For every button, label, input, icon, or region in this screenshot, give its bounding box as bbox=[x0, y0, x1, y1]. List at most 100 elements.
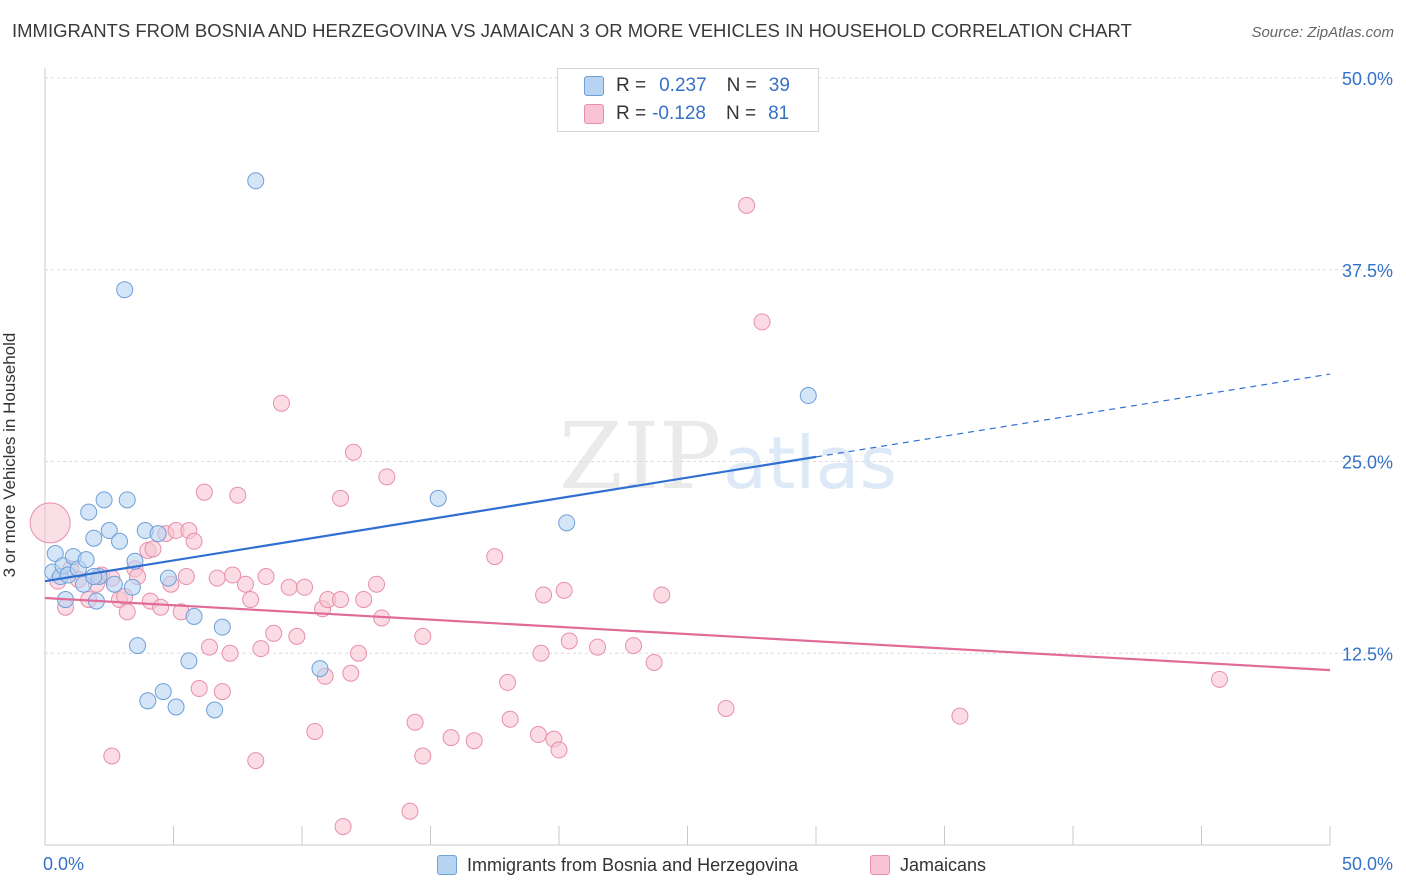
jamaicans-point bbox=[190, 680, 208, 698]
series-legend-jamaicans: Jamaicans bbox=[870, 852, 986, 878]
jamaicans-point bbox=[29, 502, 71, 544]
jamaicans-point bbox=[368, 575, 386, 593]
y-tick-label: 50.0% bbox=[1342, 69, 1393, 89]
jamaicans-point bbox=[177, 568, 195, 586]
series-name-jamaicans: Jamaicans bbox=[900, 854, 987, 875]
jamaicans-point bbox=[280, 578, 298, 596]
jamaicans-point bbox=[257, 568, 275, 586]
jamaicans-point bbox=[529, 726, 547, 744]
bosnia-point bbox=[123, 578, 141, 596]
bosnia-trend-line bbox=[44, 455, 817, 583]
jamaicans-point bbox=[236, 575, 254, 593]
jamaicans-point bbox=[144, 540, 162, 558]
jamaicans-point bbox=[406, 713, 424, 731]
jamaicans-point bbox=[355, 591, 373, 609]
bosnia-point bbox=[129, 637, 147, 655]
jamaicans-point bbox=[118, 603, 136, 621]
jamaicans-point bbox=[247, 752, 265, 770]
bosnia-point bbox=[46, 545, 64, 563]
bosnia-point bbox=[139, 692, 157, 710]
jamaicans-point bbox=[555, 581, 573, 599]
series-swatch-blue bbox=[437, 855, 457, 875]
jamaicans-point bbox=[501, 710, 519, 728]
jamaicans-point bbox=[645, 653, 663, 671]
bosnia-point bbox=[118, 491, 136, 509]
jamaicans-point bbox=[401, 802, 419, 820]
legend-row-bosnia: R = 0.237 N = 39 bbox=[558, 73, 790, 99]
jamaicans-point bbox=[272, 394, 290, 412]
jamaicans-point bbox=[344, 443, 362, 461]
y-tick-label: 25.0% bbox=[1342, 453, 1393, 473]
jamaicans-point bbox=[589, 638, 607, 656]
chart-title: IMMIGRANTS FROM BOSNIA AND HERZEGOVINA V… bbox=[12, 20, 1132, 41]
bosnia-point bbox=[167, 698, 185, 716]
jamaicans-point bbox=[103, 747, 121, 765]
bosnia-point bbox=[85, 529, 103, 547]
jamaicans-point bbox=[414, 627, 432, 645]
jamaicans-trend-line bbox=[44, 596, 1331, 672]
bosnia-point bbox=[77, 551, 95, 569]
bosnia-point bbox=[213, 618, 231, 636]
jamaicans-point bbox=[625, 637, 643, 655]
series-swatch-pink bbox=[870, 855, 890, 875]
jamaicans-point bbox=[486, 548, 504, 566]
jamaicans-point bbox=[221, 644, 239, 662]
bosnia-point bbox=[558, 514, 576, 532]
jamaicans-point bbox=[296, 578, 314, 596]
jamaicans-point bbox=[224, 566, 242, 584]
legend-r-value: -0.128 bbox=[652, 103, 706, 124]
tick-labels: 12.5% 25.0% 37.5% 50.0% 0.0% 50.0% bbox=[43, 69, 1393, 874]
jamaicans-point bbox=[717, 699, 735, 717]
bosnia-point bbox=[185, 607, 203, 625]
bosnia-point bbox=[154, 683, 172, 701]
x-tick-label: 50.0% bbox=[1342, 854, 1393, 874]
bosnia-point bbox=[111, 532, 129, 550]
x-tick-label: 0.0% bbox=[43, 854, 84, 874]
trend-lines bbox=[44, 373, 1331, 672]
series-name-bosnia: Immigrants from Bosnia and Herzegovina bbox=[467, 854, 799, 875]
jamaicans-point bbox=[342, 664, 360, 682]
jamaicans-point bbox=[951, 707, 969, 725]
bosnia-point bbox=[116, 281, 134, 299]
legend-r-label: R = bbox=[616, 75, 647, 96]
bosnia-point bbox=[95, 491, 113, 509]
watermark-atlas: atlas bbox=[723, 421, 897, 505]
legend-swatch-blue bbox=[584, 76, 604, 96]
bosnia-point bbox=[799, 387, 817, 405]
bosnia-point bbox=[429, 489, 447, 507]
bosnia-point bbox=[100, 522, 118, 540]
legend-row-jamaicans: R = -0.128 N = 81 bbox=[558, 101, 789, 127]
series-legend-bosnia: Immigrants from Bosnia and Herzegovina bbox=[437, 852, 798, 878]
jamaicans-point bbox=[350, 644, 368, 662]
legend-n-label: N = bbox=[725, 103, 757, 124]
jamaicans-point bbox=[242, 591, 260, 609]
jamaicans-point bbox=[653, 586, 671, 604]
watermark: ZIP atlas bbox=[559, 403, 897, 510]
jamaicans-point bbox=[465, 732, 483, 750]
legend-swatch-pink bbox=[584, 104, 604, 124]
bosnia-point bbox=[85, 568, 103, 586]
jamaicans-point bbox=[195, 483, 213, 501]
jamaicans-point bbox=[288, 627, 306, 645]
legend-n-value: 39 bbox=[768, 75, 790, 96]
jamaicans-point bbox=[753, 313, 771, 331]
jamaicans-point bbox=[378, 468, 396, 486]
jamaicans-point bbox=[499, 673, 517, 691]
y-tick-label: 37.5% bbox=[1342, 261, 1393, 281]
jamaicans-point bbox=[229, 486, 247, 504]
y-axis-label: 3 or more Vehicles in Household bbox=[0, 332, 19, 578]
legend-r-label: R = bbox=[616, 103, 647, 124]
bosnia-point bbox=[247, 172, 265, 190]
watermark-zip: ZIP bbox=[559, 403, 721, 510]
bosnia-point bbox=[206, 701, 224, 719]
jamaicans-point bbox=[738, 196, 756, 214]
grid-lines bbox=[45, 77, 1393, 654]
chart-source: Source: ZipAtlas.com bbox=[1251, 24, 1394, 41]
axes bbox=[44, 68, 1331, 846]
jamaicans-point bbox=[1210, 670, 1228, 688]
jamaicans-point bbox=[414, 747, 432, 765]
bosnia-point bbox=[149, 525, 167, 543]
legend-n-value: 81 bbox=[768, 103, 790, 124]
jamaicans-point bbox=[550, 741, 568, 759]
